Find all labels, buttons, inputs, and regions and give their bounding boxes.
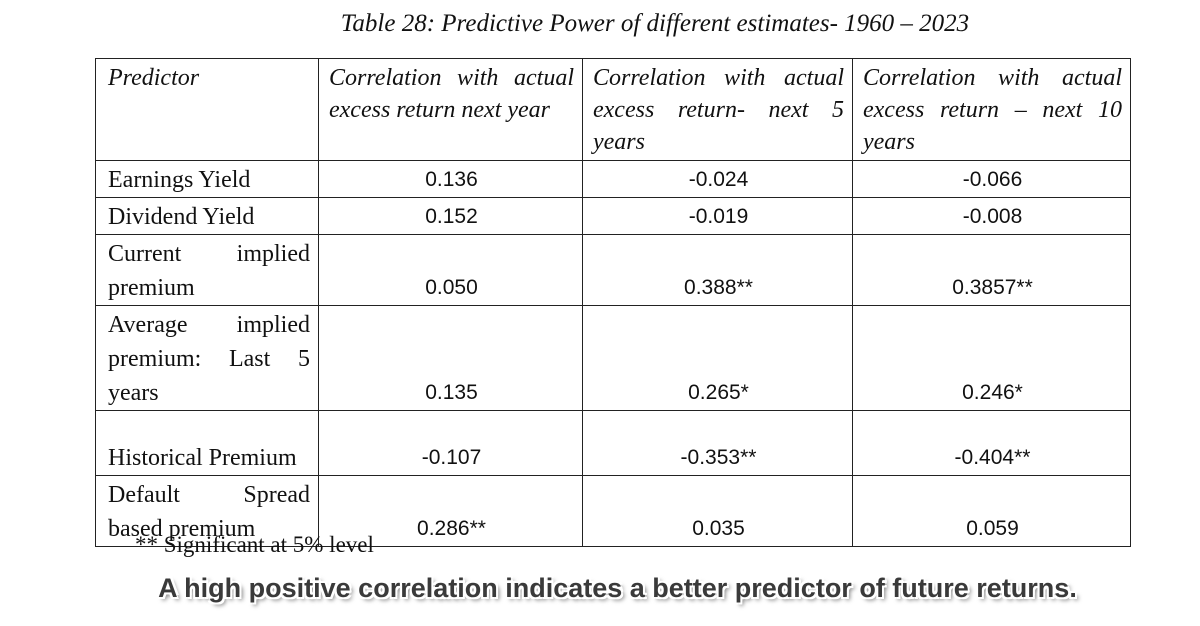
cell-value: 0.246*: [852, 305, 1131, 411]
table-body: Earnings Yield 0.136 -0.024 -0.066 Dividend …: [95, 160, 1131, 547]
header-cell: Predictor: [95, 58, 319, 161]
header-cell: Correlation with actual excess return ne…: [318, 58, 583, 161]
cell-value: 0.3857**: [852, 234, 1131, 306]
cell-value: 0.035: [582, 475, 853, 547]
cell-value: -0.024: [582, 160, 853, 198]
cell-value: 0.286**: [318, 475, 583, 547]
table-row: Average implied premium: Last 5 years 0.1…: [95, 305, 1131, 411]
row-label: Average implied premium: Last 5 years: [95, 305, 319, 411]
row-label: Earnings Yield: [95, 160, 319, 198]
table: Predictor Correlation with actual excess …: [95, 58, 1131, 547]
table-row: Historical Premium -0.107 -0.353** -0.404**: [95, 410, 1131, 476]
row-label: Current implied premium: [95, 234, 319, 306]
row-label: Dividend Yield: [95, 197, 319, 235]
row-label: Historical Premium: [95, 410, 319, 476]
cell-value: 0.050: [318, 234, 583, 306]
cell-value: -0.066: [852, 160, 1131, 198]
cell-value: -0.107: [318, 410, 583, 476]
cell-value: -0.353**: [582, 410, 853, 476]
table-title: Table 28: Predictive Power of different …: [340, 10, 970, 37]
cell-value: 0.152: [318, 197, 583, 235]
table-row: Default Spread based premium 0.286** 0.035…: [95, 475, 1131, 547]
cell-value: 0.135: [318, 305, 583, 411]
cell-value: 0.265*: [582, 305, 853, 411]
header-cell: Correlation with actual excess return – …: [852, 58, 1131, 161]
header-row: Predictor Correlation with actual excess …: [95, 58, 1131, 161]
header-cell: Correlation with actual excess return- n…: [582, 58, 853, 161]
cell-value: -0.008: [852, 197, 1131, 235]
cell-value: 0.388**: [582, 234, 853, 306]
caption: A high positive correlation indicates a …: [158, 573, 1077, 603]
row-label: Default Spread based premium: [95, 475, 319, 547]
table-row: Earnings Yield 0.136 -0.024 -0.066: [95, 160, 1131, 198]
footnote: ** Significant at 5% level: [135, 532, 374, 557]
table-row: Current implied premium 0.050 0.388** 0.385…: [95, 234, 1131, 306]
cell-value: 0.136: [318, 160, 583, 198]
cell-value: 0.059: [852, 475, 1131, 547]
table-row: Dividend Yield 0.152 -0.019 -0.008: [95, 197, 1131, 235]
cell-value: -0.404**: [852, 410, 1131, 476]
cell-value: -0.019: [582, 197, 853, 235]
